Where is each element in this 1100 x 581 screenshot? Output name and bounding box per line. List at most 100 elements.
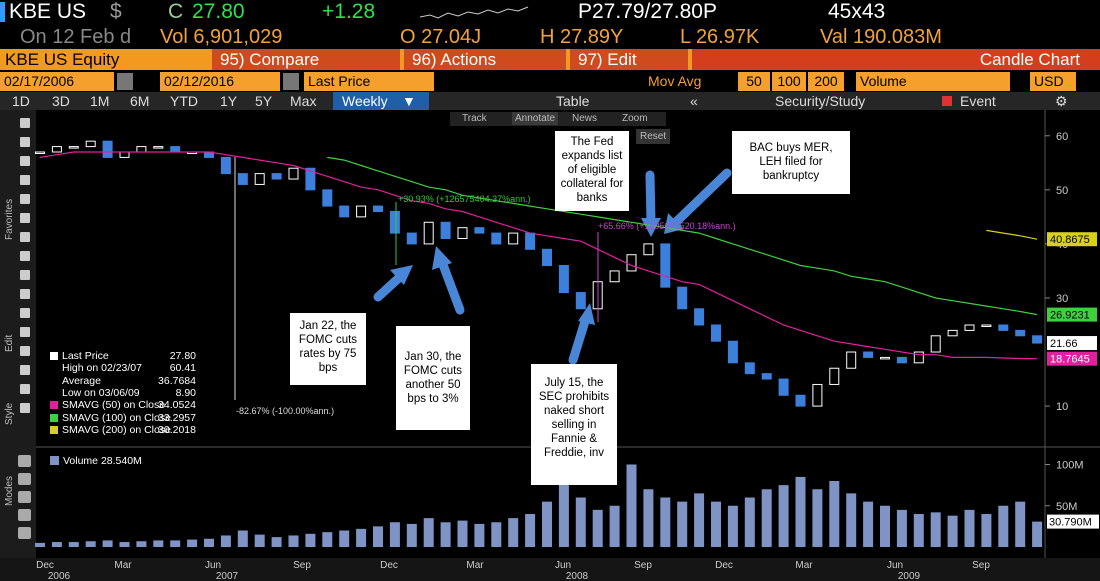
x-year-label: 2007 (216, 571, 239, 581)
x-year-label: 2006 (48, 571, 71, 581)
side-tab[interactable]: Style (4, 402, 15, 425)
x-month-label: Jun (887, 560, 903, 571)
tool-button[interactable]: Annotate (512, 112, 559, 125)
period[interactable]: 100 (772, 72, 806, 91)
legend-swatch (50, 413, 58, 422)
legend-label: Last Price (62, 350, 109, 362)
volume-bar (457, 520, 468, 547)
volume-bar (727, 505, 738, 547)
volume-bar (423, 518, 434, 547)
legend-value: 33.2957 (158, 411, 196, 424)
volume-bar (440, 522, 451, 547)
frequency-box[interactable] (333, 92, 429, 110)
x-month-label: Mar (114, 560, 132, 571)
price-tag-bg (1047, 351, 1097, 366)
range-button[interactable]: 1D (12, 93, 30, 109)
candle (356, 205, 367, 218)
price-tag: 18.7645 (1050, 354, 1090, 366)
volume-bar (558, 481, 569, 547)
x-month-label: Dec (715, 560, 733, 571)
candle (457, 227, 468, 239)
volume-bar (744, 497, 755, 547)
lower-study[interactable]: Volume (856, 72, 1010, 91)
side-tab[interactable]: Edit (4, 334, 15, 352)
edit-button[interactable]: 97) Edit (570, 49, 688, 70)
x-year-label: 2008 (566, 571, 589, 581)
start-date[interactable]: 02/17/2006 (0, 72, 114, 91)
volume-bar (795, 476, 806, 547)
volume-bar (761, 489, 772, 547)
candle (423, 221, 434, 245)
frequency[interactable]: Weekly (342, 93, 388, 109)
table-button[interactable]: Table (556, 93, 590, 109)
volume-bar (153, 540, 164, 547)
candle (305, 167, 316, 191)
volume-bar (85, 541, 96, 547)
calendar-icon[interactable] (283, 73, 299, 90)
tool-icon (20, 308, 30, 318)
range-button[interactable]: YTD (170, 93, 198, 109)
volume-bar (880, 505, 890, 547)
view-button[interactable]: Candle Chart (692, 49, 1100, 70)
tool-button[interactable]: News (572, 113, 598, 124)
currency-select[interactable]: USD (1030, 72, 1076, 91)
volume-bar (981, 514, 992, 547)
volume-bar (964, 509, 975, 547)
legend-volume: Volume 28.540M (63, 455, 142, 467)
range-button[interactable]: 1M (90, 93, 110, 109)
annotation: The Fed expands list of eligible collate… (555, 131, 629, 211)
tool-icon (20, 327, 30, 337)
collapse-button[interactable]: « (690, 93, 698, 109)
volume-bar (778, 485, 789, 547)
side-tab[interactable]: Modes (4, 475, 15, 506)
candle (795, 394, 806, 407)
x-month-label: Sep (634, 560, 652, 571)
compare-button[interactable]: 95) Compare (212, 49, 400, 70)
candle (711, 324, 721, 342)
candle (829, 367, 840, 385)
end-date[interactable]: 02/12/2016 (160, 72, 280, 91)
event-button[interactable]: Event (960, 93, 996, 109)
close-label: C (168, 0, 184, 23)
dropdown-arrow[interactable]: ▼ (402, 93, 416, 109)
range-button[interactable]: 5Y (255, 93, 273, 109)
period[interactable]: 200 (808, 72, 844, 91)
candle (1032, 335, 1043, 344)
settings-button[interactable]: ⚙ (1055, 93, 1068, 109)
candle (863, 351, 874, 358)
volume-bar (288, 535, 299, 547)
volume-bar (51, 542, 62, 547)
period[interactable]: 50 (738, 72, 770, 91)
volume-bar (643, 489, 654, 547)
tool-button[interactable]: Track (462, 113, 487, 124)
tool-icon (20, 251, 30, 261)
currency: $ (110, 0, 122, 23)
volume-tag: 30.790M (1049, 517, 1092, 529)
volume-bar (389, 522, 400, 547)
y-tick-label: 50 (1056, 185, 1068, 197)
actions-button[interactable]: 96) Actions (404, 49, 566, 70)
range-button[interactable]: 6M (130, 93, 150, 109)
volume-bar (170, 540, 181, 547)
field-select[interactable]: Last Price (304, 72, 434, 91)
side-tab[interactable]: Favorites (4, 198, 15, 240)
open: O 27.04J (400, 26, 482, 48)
calendar-icon[interactable] (117, 73, 133, 90)
x-month-label: Sep (293, 560, 311, 571)
y-tick-label: 100M (1056, 460, 1084, 472)
range-button[interactable]: 1Y (220, 93, 238, 109)
mode-icon (18, 473, 31, 485)
measure-label: +65.66% (+1695071520.18%ann.) (598, 221, 736, 231)
tool-button[interactable]: Zoom (622, 113, 648, 124)
mode-icon (18, 455, 31, 467)
tool-icon (20, 118, 30, 128)
range-button[interactable]: Max (290, 93, 317, 109)
legend-label: SMAVG (50) on Close (62, 399, 166, 412)
volume-bar (677, 501, 688, 547)
candle (440, 221, 451, 239)
low: L 26.97K (680, 26, 760, 48)
legend-label: High on 02/23/07 (62, 362, 142, 375)
reset-button[interactable]: Reset (636, 129, 671, 144)
range-button[interactable]: 3D (52, 93, 70, 109)
study-button[interactable]: Security/Study (775, 93, 866, 109)
